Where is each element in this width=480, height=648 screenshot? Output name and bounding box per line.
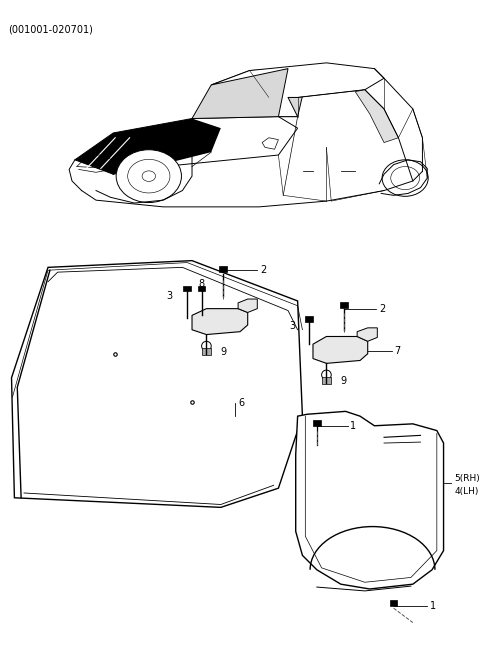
Bar: [202, 348, 211, 354]
Bar: [322, 376, 331, 384]
Polygon shape: [238, 299, 257, 312]
Text: 1: 1: [430, 601, 436, 611]
Polygon shape: [211, 63, 384, 117]
Ellipse shape: [142, 171, 156, 181]
Text: 5(RH): 5(RH): [454, 474, 480, 483]
Text: 4(LH): 4(LH): [454, 487, 479, 496]
Polygon shape: [75, 119, 221, 174]
Bar: [340, 302, 348, 308]
Text: 9: 9: [221, 347, 227, 357]
Polygon shape: [192, 308, 248, 334]
Polygon shape: [357, 328, 377, 341]
Ellipse shape: [128, 159, 170, 193]
Polygon shape: [296, 411, 444, 589]
Polygon shape: [262, 138, 278, 149]
Polygon shape: [313, 336, 368, 364]
Polygon shape: [12, 260, 302, 507]
Text: 1: 1: [350, 421, 357, 431]
Text: 8: 8: [199, 279, 204, 288]
Text: 9: 9: [341, 376, 347, 386]
Text: 2: 2: [260, 265, 266, 275]
Text: (001001-020701): (001001-020701): [8, 25, 93, 34]
Circle shape: [322, 370, 331, 380]
Text: 7: 7: [395, 346, 401, 356]
Polygon shape: [192, 69, 307, 119]
Bar: [313, 420, 321, 426]
Polygon shape: [355, 89, 398, 143]
Text: 3: 3: [289, 321, 296, 331]
Bar: [219, 266, 227, 272]
Text: 6: 6: [238, 398, 244, 408]
Bar: [183, 286, 191, 292]
Text: 3: 3: [167, 291, 173, 301]
Ellipse shape: [391, 167, 420, 190]
Ellipse shape: [116, 150, 181, 203]
Polygon shape: [75, 117, 298, 174]
Bar: [390, 599, 397, 607]
Bar: [198, 286, 205, 292]
Circle shape: [202, 341, 211, 351]
Text: 2: 2: [379, 304, 385, 314]
Bar: [305, 316, 313, 322]
Ellipse shape: [382, 160, 428, 196]
